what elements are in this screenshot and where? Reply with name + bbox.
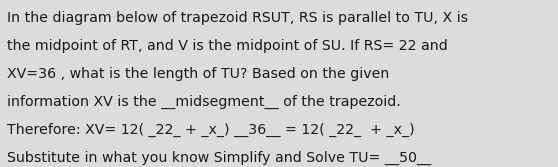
Text: the midpoint of RT, and V is the midpoint of SU. If RS= 22 and: the midpoint of RT, and V is the midpoin…: [7, 39, 448, 53]
Text: XV=36 , what is the length of TU? Based on the given: XV=36 , what is the length of TU? Based …: [7, 67, 389, 81]
Text: In the diagram below of trapezoid RSUT, RS is parallel to TU, X is: In the diagram below of trapezoid RSUT, …: [7, 11, 468, 25]
Text: Substitute in what you know Simplify and Solve TU= __50__: Substitute in what you know Simplify and…: [7, 151, 431, 165]
Text: information XV is the __midsegment__ of the trapezoid.: information XV is the __midsegment__ of …: [7, 95, 401, 109]
Text: Therefore: XV= 12( _22_ + _x_) __36__ = 12( _22_  + _x_): Therefore: XV= 12( _22_ + _x_) __36__ = …: [7, 123, 415, 137]
